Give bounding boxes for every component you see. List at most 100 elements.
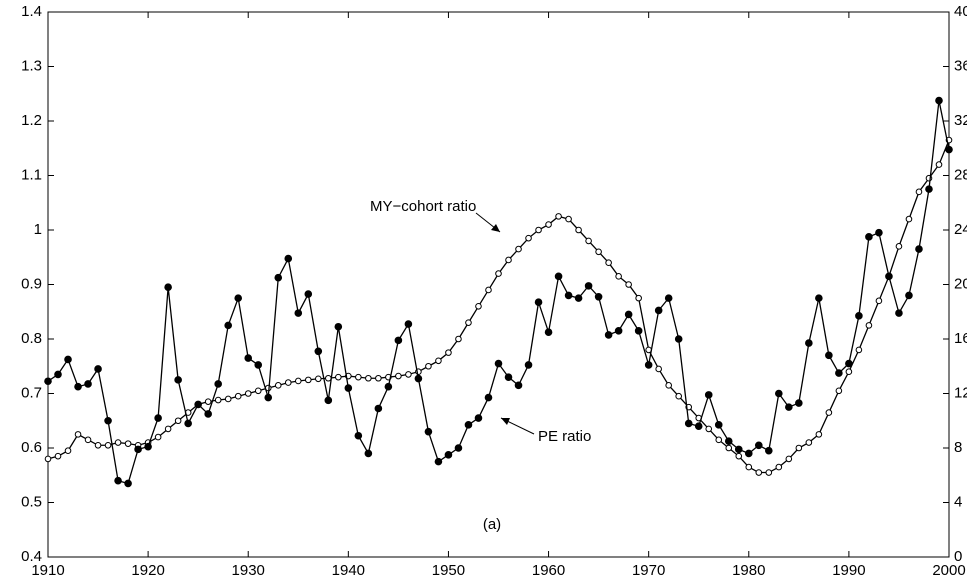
- series-line: [47, 139, 950, 474]
- filled-marker: [164, 283, 172, 292]
- filled-marker: [114, 476, 122, 485]
- filled-marker: [504, 373, 513, 381]
- y-tick-label: 0.4: [21, 548, 42, 565]
- open-marker: [234, 392, 242, 400]
- open-marker: [895, 243, 903, 250]
- filled-marker: [594, 292, 603, 301]
- filled-marker: [74, 382, 82, 391]
- open-marker: [935, 161, 943, 168]
- x-tick-label: 1920: [131, 562, 164, 579]
- filled-marker: [464, 421, 473, 429]
- open-marker: [845, 368, 853, 376]
- filled-marker: [384, 382, 393, 391]
- filled-marker: [104, 416, 112, 425]
- open-marker: [244, 390, 252, 397]
- open-marker: [525, 234, 532, 242]
- y-tick-label: 0.8: [21, 330, 42, 347]
- filled-marker: [895, 309, 903, 317]
- filled-marker: [945, 145, 953, 154]
- open-marker: [555, 213, 562, 220]
- open-marker: [905, 215, 913, 223]
- filled-marker: [744, 449, 753, 458]
- open-marker: [635, 294, 642, 302]
- open-marker: [174, 417, 182, 425]
- x-tick-label: 1990: [832, 562, 865, 579]
- open-marker: [755, 469, 763, 476]
- open-marker: [665, 382, 672, 389]
- filled-marker: [204, 410, 212, 418]
- filled-marker: [905, 291, 913, 300]
- y2-tick-label: 24: [954, 221, 967, 238]
- open-marker: [274, 382, 282, 389]
- filled-marker: [364, 449, 373, 458]
- filled-marker: [925, 185, 933, 193]
- filled-marker: [284, 254, 293, 263]
- y2-tick-label: 40: [954, 3, 967, 20]
- open-marker: [815, 431, 823, 438]
- open-marker: [304, 376, 312, 384]
- y2-tick-label: 16: [954, 330, 967, 347]
- open-marker: [715, 436, 723, 444]
- filled-marker: [815, 294, 823, 302]
- open-marker: [615, 273, 622, 280]
- open-marker: [675, 392, 683, 400]
- filled-marker: [134, 445, 142, 454]
- filled-marker: [84, 380, 92, 388]
- filled-marker: [584, 282, 593, 290]
- x-tick-label: 1940: [332, 562, 365, 579]
- filled-marker: [514, 381, 523, 390]
- y-tick-label: 0.5: [21, 493, 42, 510]
- filled-marker: [294, 309, 303, 317]
- y2-tick-label: 0: [954, 548, 962, 565]
- filled-marker: [935, 96, 943, 105]
- open-marker: [775, 463, 783, 471]
- filled-marker: [324, 396, 333, 405]
- filled-marker: [394, 336, 403, 345]
- filled-marker: [915, 245, 923, 253]
- open-marker: [765, 469, 773, 476]
- filled-marker: [524, 361, 533, 369]
- open-marker: [84, 436, 92, 444]
- open-marker: [355, 373, 362, 381]
- open-marker: [114, 439, 122, 446]
- y-tick-label: 1.2: [21, 112, 42, 129]
- filled-marker: [885, 272, 893, 281]
- filled-marker: [44, 377, 52, 386]
- open-marker: [405, 371, 412, 378]
- filled-marker: [314, 347, 323, 356]
- filled-marker: [224, 321, 232, 330]
- open-marker: [204, 398, 212, 405]
- filled-marker: [624, 310, 633, 319]
- open-marker: [74, 431, 82, 438]
- filled-marker: [254, 361, 263, 369]
- filled-marker: [785, 403, 793, 411]
- x-tick-label: 1910: [31, 562, 64, 579]
- filled-marker: [875, 228, 883, 237]
- open-marker: [435, 357, 442, 365]
- filled-marker: [604, 331, 613, 339]
- filled-marker: [704, 391, 713, 399]
- open-marker: [575, 226, 582, 234]
- filled-marker: [795, 399, 803, 407]
- open-marker: [365, 374, 372, 382]
- filled-marker: [654, 306, 663, 315]
- filled-marker: [484, 393, 493, 402]
- open-marker: [445, 349, 452, 356]
- filled-marker: [805, 339, 813, 347]
- filled-marker: [214, 380, 222, 388]
- filled-marker: [424, 427, 433, 436]
- filled-marker: [564, 291, 573, 300]
- filled-marker: [765, 446, 773, 455]
- filled-marker: [94, 365, 102, 373]
- open-marker: [475, 303, 482, 310]
- open-marker: [224, 395, 232, 403]
- open-marker: [154, 433, 162, 441]
- open-marker: [855, 346, 863, 354]
- filled-marker: [754, 441, 763, 450]
- open-marker: [805, 439, 813, 446]
- arrow-head: [501, 418, 510, 425]
- filled-marker: [644, 361, 653, 369]
- filled-marker: [694, 422, 703, 431]
- filled-marker: [664, 294, 673, 302]
- filled-marker: [344, 384, 353, 392]
